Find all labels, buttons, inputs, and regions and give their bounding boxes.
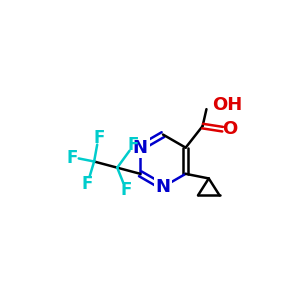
Text: OH: OH	[213, 95, 243, 113]
Text: N: N	[133, 139, 148, 157]
Text: F: F	[66, 149, 77, 167]
Text: N: N	[155, 178, 170, 196]
Text: F: F	[128, 136, 139, 154]
Text: O: O	[222, 120, 237, 138]
Text: F: F	[82, 175, 93, 193]
Text: F: F	[94, 129, 105, 147]
Text: F: F	[121, 181, 132, 199]
